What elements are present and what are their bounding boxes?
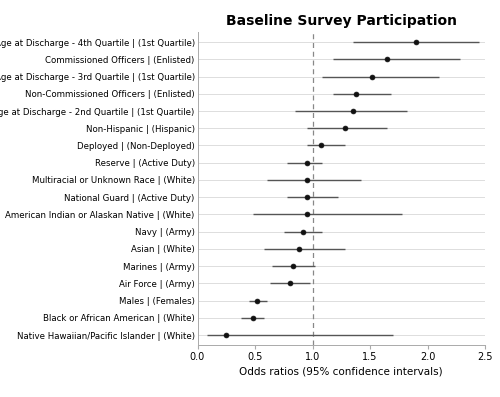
X-axis label: Odds ratios (95% confidence intervals): Odds ratios (95% confidence intervals) <box>240 366 443 376</box>
Title: Baseline Survey Participation: Baseline Survey Participation <box>226 14 457 28</box>
